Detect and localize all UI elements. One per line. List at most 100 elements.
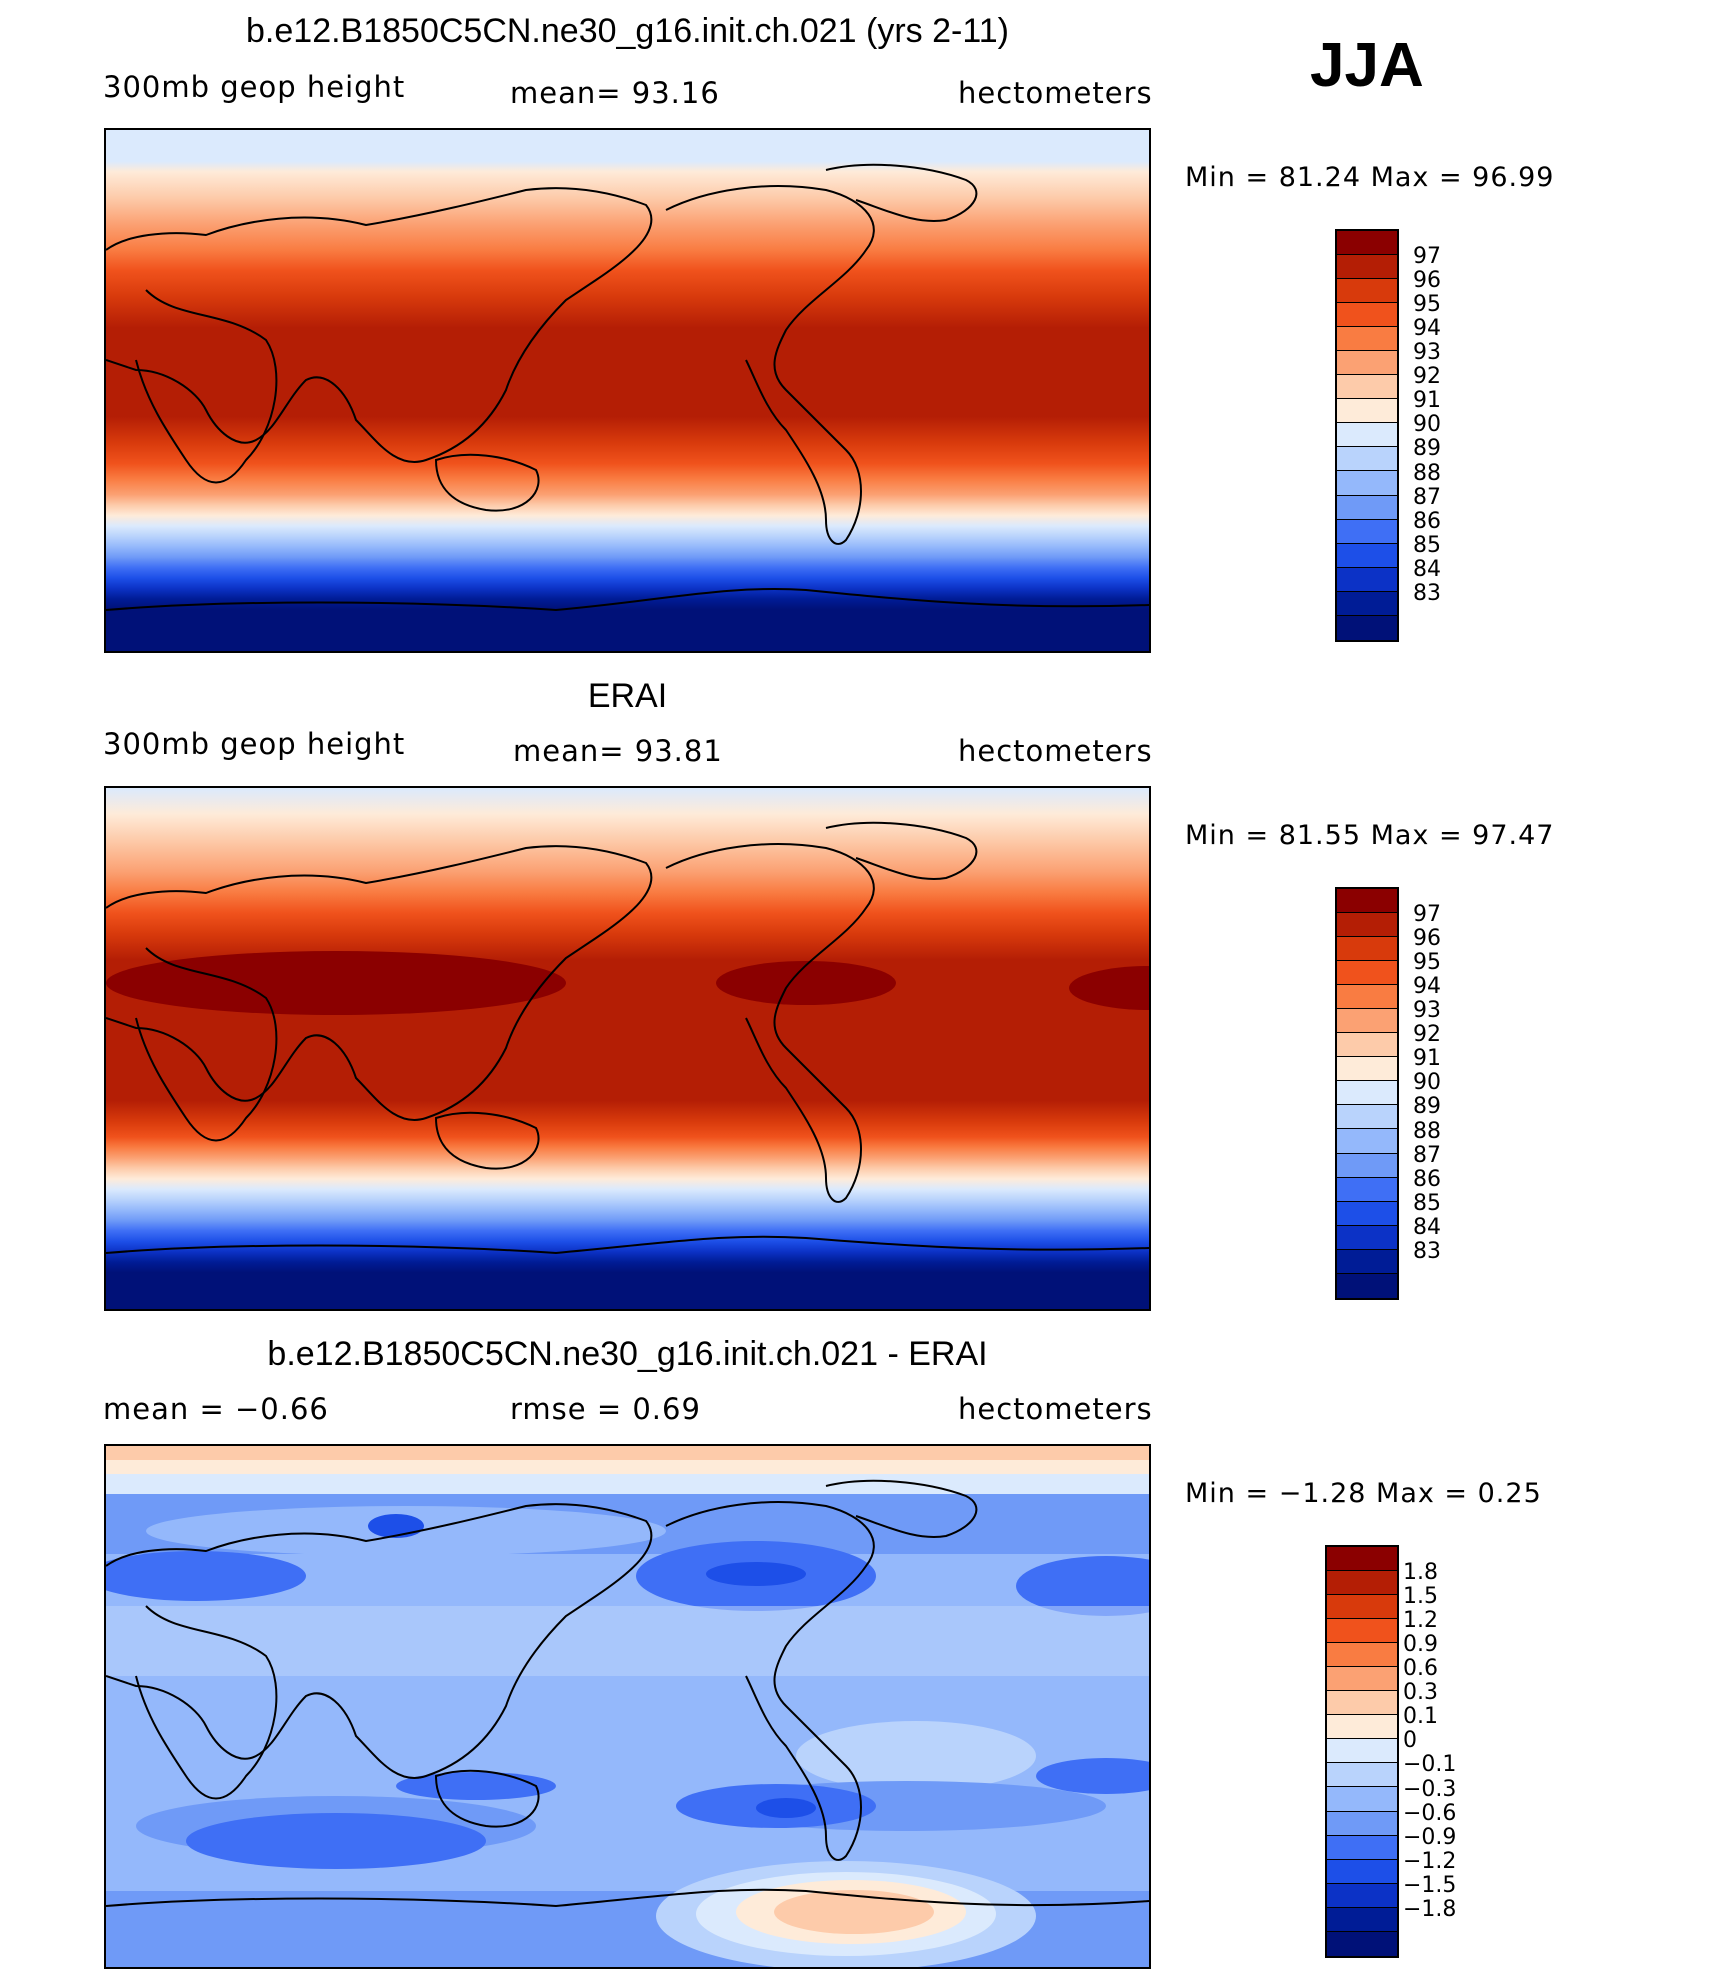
colorbar-swatch	[1337, 591, 1397, 616]
colorbar-swatch	[1337, 303, 1397, 328]
colorbar-swatch	[1327, 1643, 1397, 1668]
colorbar-tick-label: −0.9	[1403, 1824, 1457, 1850]
colorbar-tick-label: 87	[1413, 1142, 1441, 1168]
colorbar-swatch	[1327, 1787, 1397, 1812]
contour-field-diff	[106, 1446, 1149, 1967]
colorbar-swatch	[1327, 1667, 1397, 1692]
panel-units-label-diff: hectometers	[958, 1392, 1153, 1426]
colorbar-swatch	[1337, 255, 1397, 280]
continent-outlines-obs	[106, 821, 1149, 1255]
colorbar-swatch	[1327, 1571, 1397, 1596]
panel-minmax-obs: Min = 81.55 Max = 97.47	[1185, 820, 1555, 851]
colorbar-swatch	[1327, 1691, 1397, 1716]
colorbar-swatch	[1337, 1177, 1397, 1202]
colorbar-swatch	[1337, 1033, 1397, 1058]
colorbar-boxes-diff	[1327, 1547, 1397, 1956]
colorbar-tick-label: 97	[1413, 902, 1441, 927]
colorbar-swatch	[1337, 1153, 1397, 1178]
colorbar-tick-label: 91	[1413, 388, 1441, 414]
colorbar-tick-label: −0.1	[1403, 1752, 1457, 1778]
colorbar-tick-label: 89	[1413, 436, 1441, 462]
colorbar-swatch	[1327, 1907, 1397, 1932]
colorbar-tick-label: 0.3	[1403, 1680, 1438, 1706]
colorbar-swatch	[1337, 279, 1397, 304]
panel-units-label-model: hectometers	[958, 76, 1153, 110]
colorbar-swatch	[1327, 1811, 1397, 1836]
colorbar-tick-label: 93	[1413, 340, 1441, 366]
season-label: JJA	[1310, 31, 1424, 100]
colorbar-tick-label: 1.8	[1403, 1560, 1438, 1585]
panel-mean-label-diff: mean = −0.66	[103, 1392, 329, 1426]
colorbar-swatch	[1337, 889, 1397, 914]
colorbar-swatch	[1327, 1715, 1397, 1740]
colorbar-swatch	[1337, 447, 1397, 472]
colorbar-tick-label: 83	[1413, 580, 1441, 606]
colorbar-swatch	[1327, 1931, 1397, 1956]
colorbar-tick-label: 89	[1413, 1094, 1441, 1120]
colorbar-swatch	[1327, 1763, 1397, 1788]
colorbar-swatch	[1327, 1547, 1397, 1572]
colorbar-tick-label: −1.2	[1403, 1848, 1457, 1874]
colorbar-tick-label: 91	[1413, 1046, 1441, 1072]
colorbar-tick-label: 0.1	[1403, 1704, 1438, 1730]
panel-mean-label-obs: mean= 93.81	[513, 734, 723, 768]
colorbar-tick-label: 0.6	[1403, 1656, 1438, 1682]
colorbar-tick-label: 92	[1413, 364, 1441, 390]
colorbar-swatch	[1337, 1081, 1397, 1106]
map-model	[104, 128, 1151, 653]
colorbar-swatch	[1337, 913, 1397, 938]
colorbar-swatch	[1337, 375, 1397, 400]
panel-title-obs: ERAI	[587, 677, 668, 715]
colorbar-tick-label: 96	[1413, 926, 1441, 952]
colorbar-tick-label: 85	[1413, 1190, 1441, 1216]
colorbar-swatch	[1327, 1595, 1397, 1620]
colorbar-tick-label: 0.9	[1403, 1632, 1438, 1658]
colorbar-tick-label: 86	[1413, 508, 1441, 534]
colorbar-tick-label: 0	[1403, 1728, 1417, 1754]
colorbar-tick-label: 95	[1413, 292, 1441, 318]
colorbar-swatch	[1337, 615, 1397, 640]
colorbar-obs	[1335, 887, 1399, 1300]
colorbar-model	[1335, 229, 1399, 642]
panel-units-label-obs: hectometers	[958, 734, 1153, 768]
colorbar-tick-label: 92	[1413, 1022, 1441, 1048]
colorbar-swatch	[1337, 1009, 1397, 1034]
colorbar-tick-label: 85	[1413, 532, 1441, 558]
colorbar-swatch	[1327, 1739, 1397, 1764]
colorbar-tick-label: 95	[1413, 950, 1441, 976]
colorbar-tick-label: 88	[1413, 460, 1441, 486]
map-obs	[104, 786, 1151, 1311]
colorbar-swatch	[1337, 1129, 1397, 1154]
map-diff	[104, 1444, 1151, 1969]
colorbar-tick-label: 1.2	[1403, 1608, 1438, 1634]
colorbar-tick-label: 94	[1413, 974, 1441, 1000]
colorbar-tick-label: 87	[1413, 484, 1441, 510]
colorbar-swatch	[1337, 519, 1397, 544]
colorbar-tick-label: 84	[1413, 1214, 1441, 1240]
colorbar-swatch	[1327, 1859, 1397, 1884]
colorbar-swatch	[1337, 1249, 1397, 1274]
colorbar-tick-label: 94	[1413, 316, 1441, 342]
colorbar-swatch	[1337, 1225, 1397, 1250]
panel-minmax-diff: Min = −1.28 Max = 0.25	[1185, 1478, 1542, 1509]
colorbar-tick-label: 83	[1413, 1238, 1441, 1264]
colorbar-swatch	[1337, 351, 1397, 376]
panel-title-diff: b.e12.B1850C5CN.ne30_g16.init.ch.021 - E…	[267, 1335, 988, 1373]
colorbar-swatch	[1337, 471, 1397, 496]
colorbar-tick-label: 84	[1413, 556, 1441, 582]
colorbar-swatch	[1337, 961, 1397, 986]
panel-minmax-model: Min = 81.24 Max = 96.99	[1185, 162, 1555, 193]
colorbar-swatch	[1337, 399, 1397, 424]
colorbar-tick-label: 96	[1413, 268, 1441, 294]
colorbar-swatch	[1327, 1883, 1397, 1908]
colorbar-tick-label: −1.5	[1403, 1872, 1457, 1898]
colorbar-diff	[1325, 1545, 1399, 1958]
colorbar-swatch	[1337, 1105, 1397, 1130]
panel-mean-label-model: mean= 93.16	[510, 76, 720, 110]
colorbar-swatch	[1337, 231, 1397, 256]
panel-rmse-label-diff: rmse = 0.69	[510, 1392, 701, 1426]
colorbar-tick-label: 86	[1413, 1166, 1441, 1192]
colorbar-boxes-obs	[1337, 889, 1397, 1298]
colorbar-tick-label: 88	[1413, 1118, 1441, 1144]
colorbar-tick-label: −0.6	[1403, 1800, 1457, 1826]
